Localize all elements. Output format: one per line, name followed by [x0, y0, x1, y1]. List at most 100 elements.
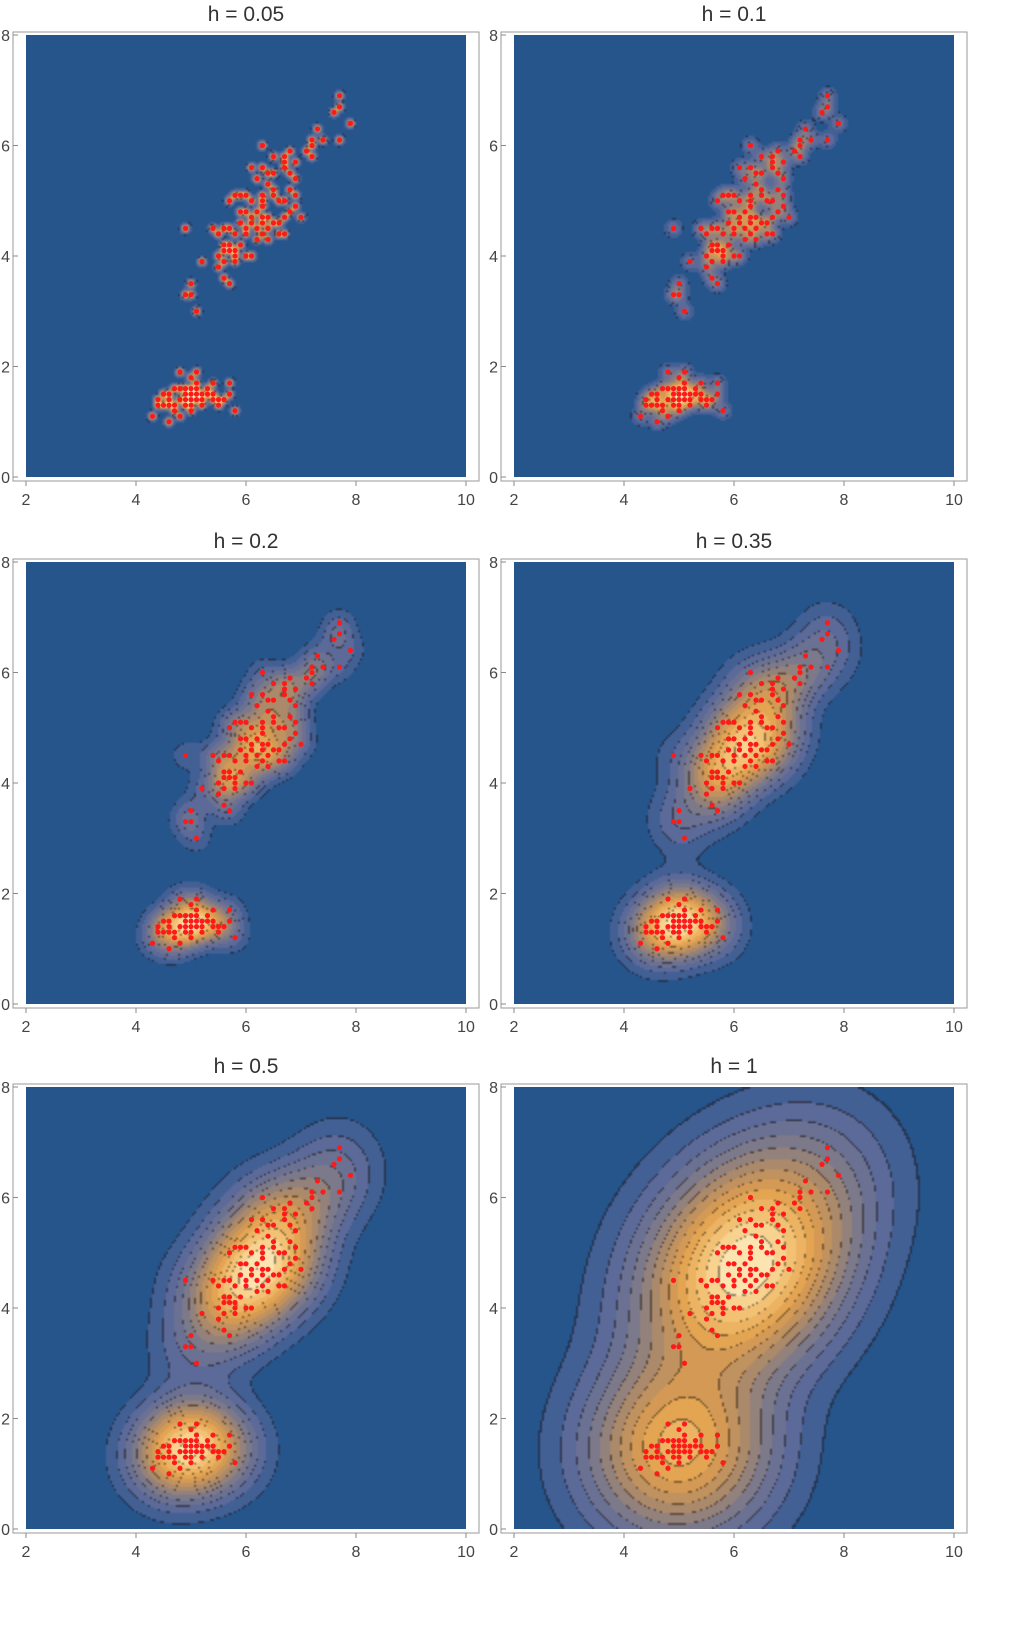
data-point [747, 741, 754, 747]
data-point [281, 214, 288, 220]
data-point [681, 1360, 688, 1366]
data-point [336, 93, 343, 99]
data-point [687, 258, 693, 265]
data-point [670, 391, 677, 397]
data-point [177, 924, 183, 930]
data-point [731, 192, 737, 198]
data-point [276, 747, 282, 753]
data-point [676, 924, 682, 930]
y-tick-label: 2 [1, 360, 10, 377]
data-point [336, 631, 343, 637]
data-point [725, 1294, 732, 1300]
data-point [177, 386, 183, 392]
data-point [221, 802, 227, 808]
data-point [309, 680, 315, 687]
data-point [182, 752, 189, 758]
data-point [237, 719, 244, 725]
data-point [270, 170, 277, 176]
data-point [654, 402, 660, 408]
data-point [780, 159, 787, 165]
data-point [692, 391, 699, 397]
data-point [193, 1438, 200, 1444]
data-point [331, 109, 337, 115]
data-point [177, 413, 183, 419]
data-point [703, 929, 710, 935]
data-point [171, 402, 178, 408]
data-point [797, 137, 803, 143]
data-point [714, 1250, 721, 1256]
data-point [237, 736, 244, 742]
data-point [287, 675, 293, 681]
data-point [797, 669, 803, 676]
data-point [720, 1460, 726, 1466]
data-point [215, 1305, 222, 1311]
data-point [670, 1454, 677, 1460]
data-point [221, 774, 227, 781]
data-point [736, 741, 743, 747]
data-point [681, 369, 688, 375]
data-point [698, 1443, 704, 1449]
data-point [659, 1460, 666, 1466]
data-point [320, 137, 326, 143]
data-point [835, 1172, 842, 1178]
data-point [155, 397, 161, 403]
data-point [215, 1316, 222, 1322]
data-point [226, 380, 233, 386]
data-point [215, 402, 222, 408]
data-point [298, 214, 304, 220]
data-point [221, 1299, 227, 1306]
data-point [698, 1432, 704, 1438]
y-tick-label: 8 [489, 555, 498, 572]
data-point [758, 1222, 765, 1228]
data-point [221, 1294, 227, 1300]
data-point [731, 225, 737, 231]
data-point [248, 198, 255, 204]
data-point [314, 653, 321, 659]
data-point [643, 1449, 649, 1455]
data-point [166, 1471, 172, 1477]
data-point [188, 408, 194, 414]
data-point [709, 1299, 715, 1306]
data-point [676, 292, 682, 298]
data-point [160, 402, 167, 408]
data-point [775, 697, 781, 703]
x-tick-label: 6 [242, 492, 251, 509]
data-point [687, 1443, 693, 1449]
data-point [802, 1178, 809, 1184]
data-point [270, 714, 277, 720]
data-point [193, 1432, 200, 1438]
data-point [747, 730, 754, 736]
data-point [797, 1189, 803, 1195]
data-point [681, 1421, 688, 1427]
data-point [265, 708, 271, 714]
data-point [753, 170, 759, 176]
data-point [758, 680, 765, 687]
data-point [797, 1194, 803, 1201]
data-point [703, 264, 710, 270]
data-point [204, 918, 211, 924]
data-point [166, 946, 172, 952]
data-point [232, 1310, 238, 1317]
data-point [270, 719, 277, 725]
data-point [681, 918, 688, 924]
data-point [725, 769, 732, 775]
data-point [276, 1283, 282, 1289]
data-point [259, 1250, 266, 1256]
data-point [764, 1283, 770, 1289]
data-point [698, 225, 704, 231]
data-point [149, 1465, 156, 1471]
data-point [824, 104, 831, 110]
data-point [676, 1460, 682, 1466]
data-point [687, 391, 693, 397]
data-point [188, 397, 194, 403]
data-point [210, 1443, 216, 1449]
data-point [336, 620, 343, 626]
data-point [270, 747, 277, 753]
data-point [248, 1266, 255, 1272]
data-point [160, 391, 167, 397]
data-point [742, 752, 748, 758]
data-point [720, 1244, 726, 1250]
data-point [775, 675, 781, 681]
